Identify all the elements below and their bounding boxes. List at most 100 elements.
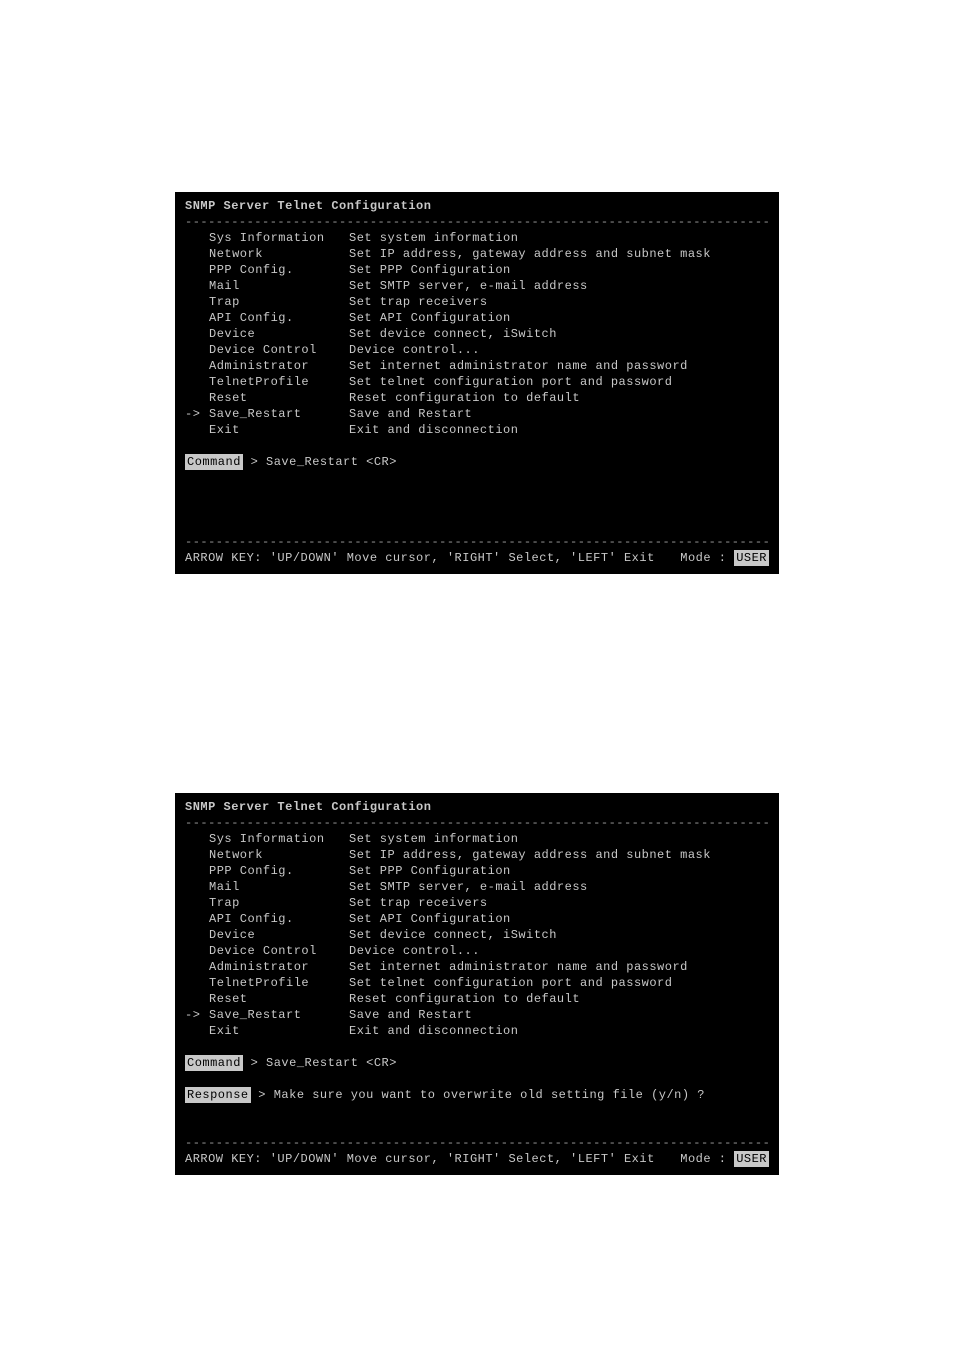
menu-item-desc: Set trap receivers: [349, 294, 488, 310]
divider: ----------------------------------------…: [185, 815, 769, 831]
command-line[interactable]: Command > Save_Restart <CR>: [185, 454, 769, 470]
blank-line: [185, 1119, 769, 1135]
mode-label: Mode :: [680, 550, 734, 566]
menu-item[interactable]: API Config.Set API Configuration: [185, 310, 769, 326]
selection-marker: [185, 863, 209, 879]
menu-item[interactable]: PPP Config.Set PPP Configuration: [185, 262, 769, 278]
selection-marker: [185, 911, 209, 927]
menu-item-desc: Set IP address, gateway address and subn…: [349, 847, 711, 863]
footer-bar: ARROW KEY: 'UP/DOWN' Move cursor, 'RIGHT…: [185, 550, 769, 566]
menu-item-desc: Reset configuration to default: [349, 991, 580, 1007]
menu-item-desc: Set API Configuration: [349, 310, 511, 326]
menu-item[interactable]: TrapSet trap receivers: [185, 294, 769, 310]
mode-value: USER: [734, 550, 769, 566]
menu-item-desc: Set PPP Configuration: [349, 863, 511, 879]
menu-item[interactable]: ResetReset configuration to default: [185, 390, 769, 406]
menu-item-desc: Save and Restart: [349, 406, 472, 422]
command-line[interactable]: Command > Save_Restart <CR>: [185, 1055, 769, 1071]
footer-help-text: ARROW KEY: 'UP/DOWN' Move cursor, 'RIGHT…: [185, 550, 655, 566]
command-text: > Save_Restart <CR>: [243, 454, 397, 470]
menu-item-label: Device Control: [209, 943, 349, 959]
divider: ----------------------------------------…: [185, 214, 769, 230]
menu-item[interactable]: NetworkSet IP address, gateway address a…: [185, 246, 769, 262]
menu-item-label: Exit: [209, 1023, 349, 1039]
menu-item-desc: Device control...: [349, 342, 480, 358]
menu-item-desc: Exit and disconnection: [349, 1023, 518, 1039]
menu-item-desc: Set SMTP server, e-mail address: [349, 278, 588, 294]
menu-item[interactable]: PPP Config.Set PPP Configuration: [185, 863, 769, 879]
menu-item[interactable]: DeviceSet device connect, iSwitch: [185, 927, 769, 943]
footer-mode: Mode : USER: [680, 1151, 769, 1167]
menu-item-label: Save_Restart: [209, 1007, 349, 1023]
menu-item-desc: Set system information: [349, 230, 518, 246]
response-text: > Make sure you want to overwrite old se…: [251, 1087, 705, 1103]
menu-item-label: Network: [209, 847, 349, 863]
menu-item-desc: Set trap receivers: [349, 895, 488, 911]
menu-item[interactable]: NetworkSet IP address, gateway address a…: [185, 847, 769, 863]
blank-line: [185, 1103, 769, 1119]
menu-item[interactable]: AdministratorSet internet administrator …: [185, 358, 769, 374]
menu-item[interactable]: Sys InformationSet system information: [185, 831, 769, 847]
menu-item-label: Sys Information: [209, 230, 349, 246]
telnet-terminal-2: SNMP Server Telnet Configuration -------…: [175, 793, 779, 1175]
selection-marker: [185, 975, 209, 991]
command-label: Command: [185, 1055, 243, 1071]
selection-marker: [185, 246, 209, 262]
menu-item-label: Sys Information: [209, 831, 349, 847]
menu-item[interactable]: API Config.Set API Configuration: [185, 911, 769, 927]
menu-item-desc: Set telnet configuration port and passwo…: [349, 975, 672, 991]
selection-marker: [185, 278, 209, 294]
menu-item[interactable]: -> Save_RestartSave and Restart: [185, 406, 769, 422]
selection-marker: [185, 358, 209, 374]
selection-marker: [185, 230, 209, 246]
menu-item-label: Exit: [209, 422, 349, 438]
menu-item[interactable]: Sys InformationSet system information: [185, 230, 769, 246]
menu-item[interactable]: MailSet SMTP server, e-mail address: [185, 879, 769, 895]
menu-item[interactable]: TrapSet trap receivers: [185, 895, 769, 911]
menu-item[interactable]: ExitExit and disconnection: [185, 1023, 769, 1039]
menu-item-label: Device: [209, 326, 349, 342]
menu-item-label: TelnetProfile: [209, 374, 349, 390]
menu-item[interactable]: AdministratorSet internet administrator …: [185, 959, 769, 975]
menu-item[interactable]: TelnetProfileSet telnet configuration po…: [185, 374, 769, 390]
divider: ----------------------------------------…: [185, 534, 769, 550]
menu-item[interactable]: DeviceSet device connect, iSwitch: [185, 326, 769, 342]
menu-item[interactable]: ResetReset configuration to default: [185, 991, 769, 1007]
menu-item-label: Administrator: [209, 358, 349, 374]
blank-line: [185, 518, 769, 534]
menu-item-desc: Set IP address, gateway address and subn…: [349, 246, 711, 262]
menu-item-label: Administrator: [209, 959, 349, 975]
menu-item-desc: Device control...: [349, 943, 480, 959]
blank-line: [185, 470, 769, 486]
menu-item-desc: Set API Configuration: [349, 911, 511, 927]
menu-list: Sys InformationSet system information Ne…: [185, 230, 769, 438]
menu-item-label: Mail: [209, 278, 349, 294]
selection-marker: [185, 847, 209, 863]
menu-item-desc: Set telnet configuration port and passwo…: [349, 374, 672, 390]
selection-marker: [185, 390, 209, 406]
selection-marker: [185, 294, 209, 310]
selection-marker: [185, 326, 209, 342]
response-line[interactable]: Response > Make sure you want to overwri…: [185, 1087, 769, 1103]
menu-item[interactable]: MailSet SMTP server, e-mail address: [185, 278, 769, 294]
menu-item[interactable]: Device ControlDevice control...: [185, 943, 769, 959]
menu-item[interactable]: -> Save_RestartSave and Restart: [185, 1007, 769, 1023]
menu-item[interactable]: ExitExit and disconnection: [185, 422, 769, 438]
blank-line: [185, 438, 769, 454]
menu-item-label: PPP Config.: [209, 863, 349, 879]
mode-label: Mode :: [680, 1151, 734, 1167]
menu-item-label: PPP Config.: [209, 262, 349, 278]
menu-item-label: Reset: [209, 390, 349, 406]
blank-line: [185, 1039, 769, 1055]
menu-item[interactable]: Device ControlDevice control...: [185, 342, 769, 358]
mode-value: USER: [734, 1151, 769, 1167]
menu-item-label: Reset: [209, 991, 349, 1007]
menu-item-desc: Set device connect, iSwitch: [349, 326, 557, 342]
divider: ----------------------------------------…: [185, 1135, 769, 1151]
menu-item[interactable]: TelnetProfileSet telnet configuration po…: [185, 975, 769, 991]
selection-marker: ->: [185, 1007, 209, 1023]
command-label: Command: [185, 454, 243, 470]
blank-line: [185, 502, 769, 518]
menu-item-desc: Exit and disconnection: [349, 422, 518, 438]
selection-marker: [185, 959, 209, 975]
